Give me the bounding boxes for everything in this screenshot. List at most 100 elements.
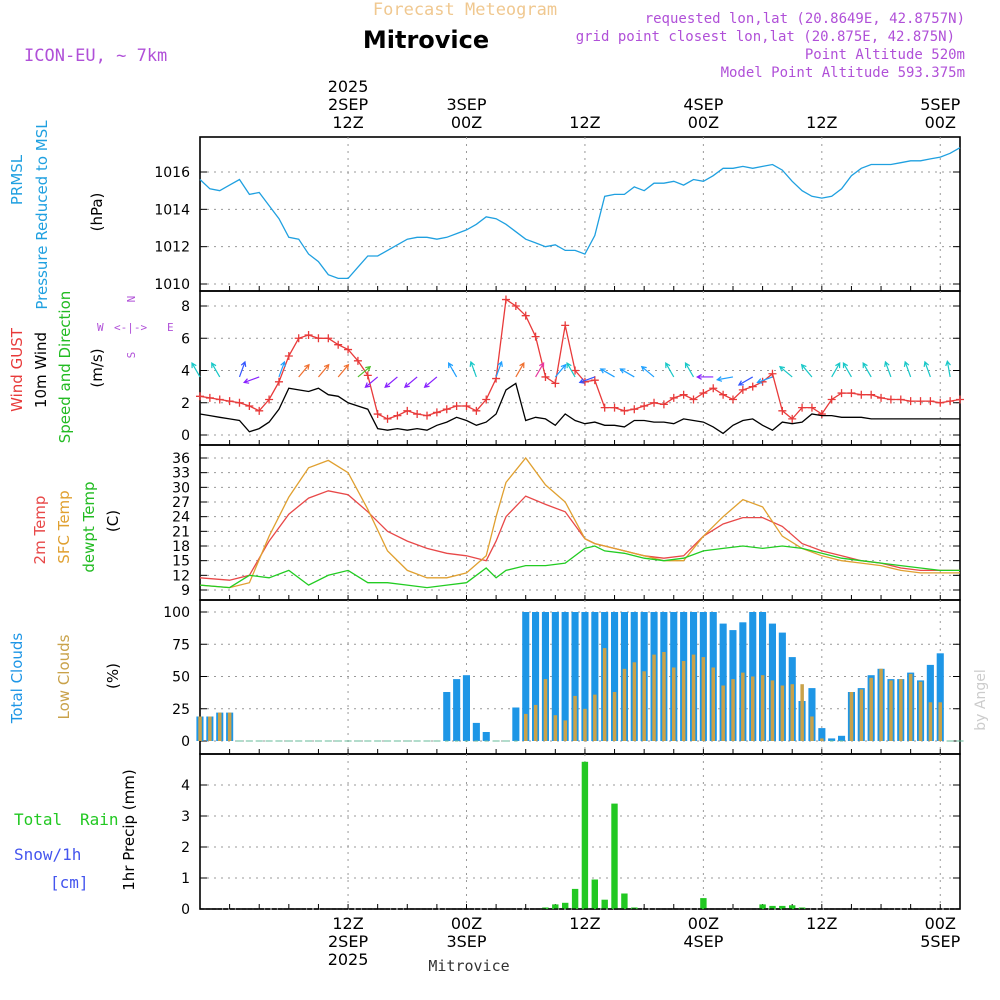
gust-point [877, 393, 886, 402]
time-label: 5SEP [920, 932, 960, 951]
bar-rain [591, 879, 598, 909]
gust-point [886, 395, 895, 404]
bar-low-clouds [879, 668, 883, 741]
time-label: 12Z [569, 914, 600, 933]
gust-point [432, 408, 441, 417]
time-label: 2SEP [328, 932, 368, 951]
gust-point [659, 400, 668, 409]
y-tick-label: 33 [172, 466, 190, 482]
wind-arrow [554, 363, 567, 378]
legend-cm: [cm] [50, 873, 89, 892]
y-tick-label: 12 [172, 568, 190, 584]
bar-low-clouds [198, 716, 202, 741]
bar-rain [789, 905, 796, 909]
wind-arrow [469, 360, 477, 378]
wind-arrow [337, 363, 350, 378]
footer-location: Mitrovice [428, 957, 509, 975]
bar-rain [571, 888, 579, 909]
y-tick-label: 4 [181, 364, 190, 380]
wind-legend: Wind GUST 10m Wind Speed and Direction (… [8, 291, 174, 444]
gust-point [452, 401, 461, 410]
bar-low-clouds [543, 679, 548, 741]
bar-total-clouds [453, 679, 461, 741]
wind-arrow [842, 362, 852, 378]
gust-point [906, 397, 915, 406]
gust-point [837, 389, 846, 398]
model-altitude: Model Point Altitude 593.375m [721, 65, 965, 81]
wind-arrow [945, 359, 951, 378]
legend-c: (C) [104, 510, 122, 532]
gust-point [807, 403, 816, 412]
bar-low-clouds [573, 695, 577, 741]
legend-10m-wind: 10m Wind [32, 332, 50, 408]
wind-arrow [695, 374, 714, 380]
time-label: 12Z [806, 914, 837, 933]
wind-arrow [831, 362, 841, 378]
pressure-panel: 1010 1012 1014 1016 [154, 136, 961, 293]
series-line-sfc-temp [199, 456, 960, 589]
time-label: 12Z [569, 113, 600, 132]
bar-total-clouds [719, 623, 727, 741]
bar-rain [621, 893, 628, 909]
gust-point [610, 403, 619, 412]
series-line-10m-wind [199, 382, 960, 435]
bar-low-clouds [227, 712, 232, 741]
bar-low-clouds [899, 679, 903, 741]
bar-total-clouds [581, 612, 589, 741]
wind-arrow [665, 362, 675, 378]
gust-point [571, 366, 580, 375]
time-label: 2SEP [328, 95, 368, 114]
gust-point [353, 356, 362, 365]
gust-point [847, 389, 856, 398]
bar-low-clouds [524, 713, 528, 741]
precip-panel: 0 1 2 3 4 [181, 753, 961, 918]
y-tick-label: 1012 [154, 240, 190, 256]
y-tick-label: 50 [172, 670, 190, 686]
gust-point [344, 345, 353, 354]
time-label: 5SEP [920, 95, 960, 114]
bar-low-clouds [938, 702, 942, 741]
gust-point [501, 295, 510, 304]
gust-point [778, 406, 787, 415]
bar-total-clouds [472, 722, 480, 741]
legend-dewpt-temp: dewpt Temp [80, 481, 98, 572]
compass-w: W [97, 321, 104, 334]
bar-total-clouds [571, 612, 579, 741]
time-label: 00Z [925, 113, 956, 132]
clouds-panel: 0 25 50 75 100 [163, 599, 964, 755]
bar-low-clouds [780, 685, 785, 741]
grid-point-coords: grid point closest lon,lat (20.875E, 42.… [576, 29, 955, 45]
y-tick-label: 6 [181, 331, 190, 347]
series-line-dewpt-temp [199, 545, 960, 589]
gust-point [679, 390, 688, 399]
bar-low-clouds [681, 661, 686, 741]
legend-rain: Rain [80, 810, 119, 829]
legend-hpa: (hPa) [88, 193, 106, 232]
bar-total-clouds [818, 728, 826, 741]
bar-low-clouds [760, 675, 765, 741]
gust-point [235, 398, 244, 407]
compass-e: E [167, 321, 174, 334]
y-tick-label: 36 [172, 451, 190, 467]
legend-sfc-temp: SFC Temp [55, 490, 73, 563]
legend-percent: (%) [104, 663, 122, 689]
gust-point [324, 334, 333, 343]
gust-point [788, 414, 797, 423]
wind-arrow [684, 362, 695, 378]
gust-point [472, 406, 481, 415]
legend-pressure-msl: Pressure Reduced to MSL [33, 120, 51, 310]
bar-rain [542, 907, 549, 909]
wind-arrow [298, 363, 310, 378]
gust-point [926, 397, 935, 406]
compass-n: N [125, 296, 138, 303]
time-label: 00Z [451, 914, 482, 933]
legend-speed-direction: Speed and Direction [56, 291, 74, 444]
bar-rain [700, 898, 707, 909]
y-tick-label: 100 [163, 605, 190, 621]
gust-point [442, 405, 451, 414]
series-line-wind-gust [199, 298, 961, 420]
gust-point [630, 405, 639, 414]
gust-point [403, 406, 412, 415]
